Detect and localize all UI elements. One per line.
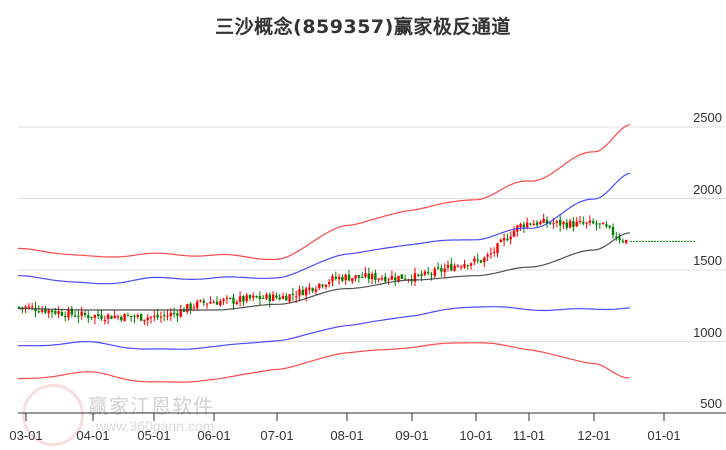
x-tick-label: 07-01 <box>260 428 294 443</box>
x-tick-label: 12-01 <box>577 428 611 443</box>
x-tick-label: 08-01 <box>330 428 364 443</box>
watermark-logo-icon <box>22 384 84 446</box>
x-tick-label: 06-01 <box>197 428 231 443</box>
x-tick-label: 01-01 <box>647 428 681 443</box>
watermark-brand: 赢家江恩软件 <box>88 394 214 418</box>
y-tick-label: 2500 <box>693 110 722 125</box>
x-tick-label: 10-01 <box>459 428 493 443</box>
grid-lines <box>18 126 726 342</box>
y-tick-label: 1000 <box>693 324 722 340</box>
x-axis <box>18 412 726 421</box>
x-tick-label: 05-01 <box>137 428 171 443</box>
chart-title: 三沙概念(859357)赢家极反通道 <box>215 16 511 38</box>
channel-lines <box>17 124 695 383</box>
x-tick-label: 11-01 <box>512 428 546 443</box>
x-tick-label: 03-01 <box>9 428 43 443</box>
watermark-url: www.360gann.com <box>96 418 215 434</box>
x-tick-label: 09-01 <box>395 428 429 443</box>
y-tick-label: 2000 <box>693 181 722 197</box>
y-tick-label: 500 <box>700 396 722 411</box>
candlesticks <box>17 213 628 326</box>
x-tick-label: 04-01 <box>76 428 110 443</box>
y-tick-label: 1500 <box>693 253 722 268</box>
